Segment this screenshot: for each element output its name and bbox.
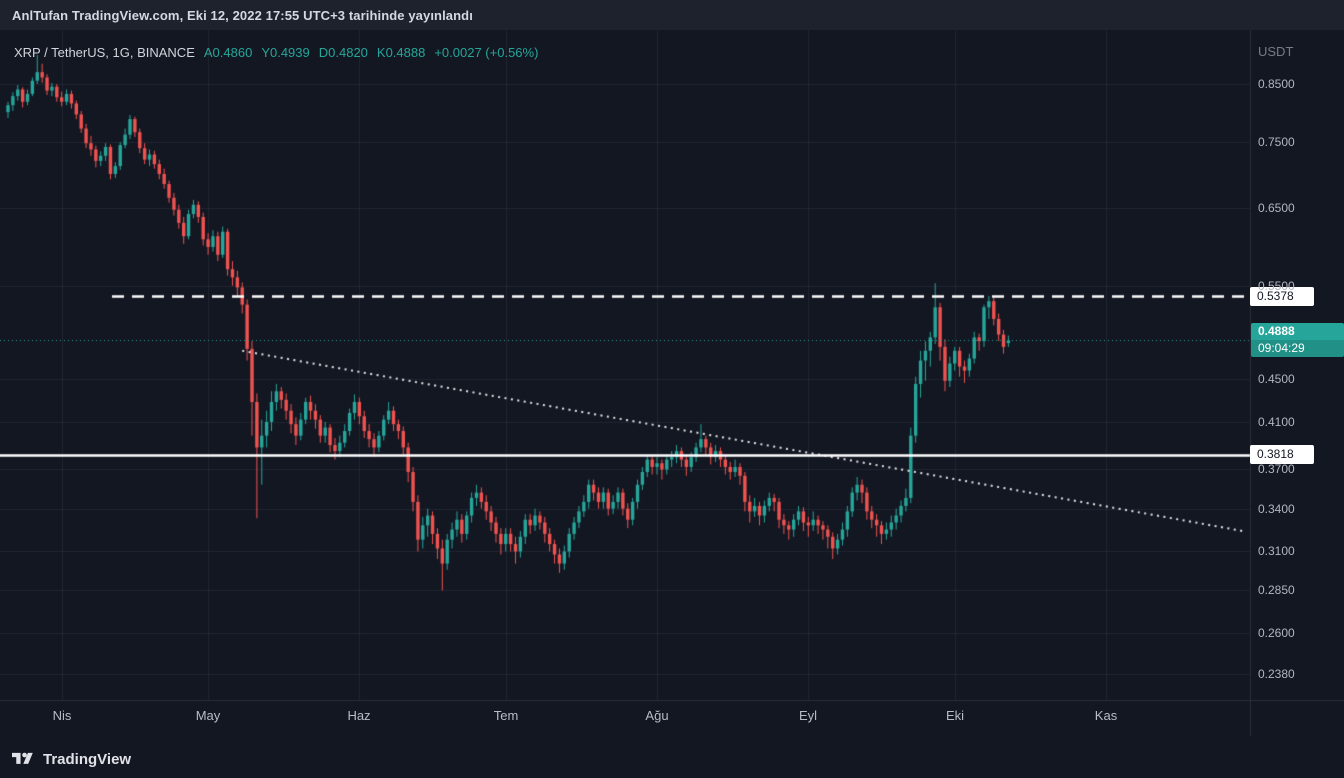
symbol-title[interactable]: XRP / TetherUS, 1G, BINANCE bbox=[14, 45, 195, 60]
month-tick-label: Haz bbox=[347, 708, 371, 723]
publish-info-text: AnlTufan TradingView.com, Eki 12, 2022 1… bbox=[12, 7, 473, 23]
month-tick-label: Ağu bbox=[645, 708, 669, 723]
price-tick-label: 0.2850 bbox=[1258, 583, 1295, 597]
time-axis[interactable]: Nis May Haz Tem Ağu Eyl Eki Kas bbox=[0, 700, 1250, 736]
month-tick-label: Eki bbox=[945, 708, 965, 723]
price-tick-label: 0.4500 bbox=[1258, 372, 1295, 386]
month-tick-label: Tem bbox=[493, 708, 519, 723]
tradingview-logo-icon[interactable] bbox=[12, 750, 34, 768]
price-tick-label: 0.6500 bbox=[1258, 201, 1295, 215]
last-price-value: 0.4888 bbox=[1258, 324, 1295, 338]
resistance-price-label: 0.5378 bbox=[1250, 287, 1314, 306]
month-tick-label: Kas bbox=[1094, 708, 1118, 723]
support-price-label: 0.3818 bbox=[1250, 445, 1314, 464]
price-change: +0.0027 (+0.56%) bbox=[434, 45, 539, 60]
price-axis-unit: USDT bbox=[1258, 44, 1294, 59]
publish-bar: AnlTufan TradingView.com, Eki 12, 2022 1… bbox=[0, 0, 1344, 30]
price-tick-label: 0.3400 bbox=[1258, 502, 1295, 516]
bar-countdown: 09:04:29 bbox=[1251, 340, 1344, 357]
chart-legend: XRP / TetherUS, 1G, BINANCE A 0.4860 Y 0.4… bbox=[14, 45, 538, 60]
high-value: Y 0.4939 bbox=[261, 45, 310, 60]
price-axis[interactable]: USDT 0.5378 0.4888 09:04:29 0.3818 0.850… bbox=[1250, 30, 1344, 736]
month-tick-label: May bbox=[195, 708, 221, 723]
price-tick-label: 0.2380 bbox=[1258, 667, 1295, 681]
tradingview-brand[interactable]: TradingView bbox=[43, 750, 132, 768]
footer-bar: TradingView bbox=[0, 740, 1344, 778]
price-tick-label: 0.3700 bbox=[1258, 462, 1295, 476]
open-value: A 0.4860 bbox=[203, 45, 253, 60]
price-tick-label: 0.3100 bbox=[1258, 544, 1295, 558]
price-tick-label: 0.8500 bbox=[1258, 77, 1295, 91]
close-value: K 0.4888 bbox=[376, 45, 426, 60]
price-tick-label: 0.5500 bbox=[1258, 279, 1295, 293]
low-value: D 0.4820 bbox=[318, 45, 368, 60]
month-tick-label: Eyl bbox=[798, 708, 818, 723]
price-tick-label: 0.7500 bbox=[1258, 135, 1295, 149]
month-tick-label: Nis bbox=[52, 708, 72, 723]
price-tick-label: 0.4100 bbox=[1258, 415, 1295, 429]
last-price-label: 0.4888 09:04:29 bbox=[1251, 323, 1344, 357]
price-tick-label: 0.2600 bbox=[1258, 626, 1295, 640]
